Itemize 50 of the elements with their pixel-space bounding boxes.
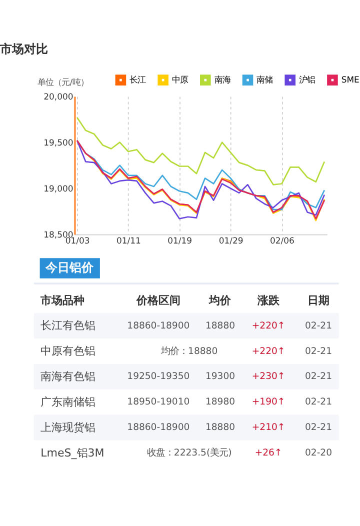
x-tick-label: 02/06 (270, 235, 294, 246)
category-label: 中原有色铝 (40, 344, 96, 358)
category-label: 上海现货铝 (40, 420, 96, 434)
text: +26↑ (254, 447, 282, 458)
legend-label: 中原 (172, 74, 188, 85)
text: 19300 (205, 371, 236, 382)
text: 19250-19350 (127, 371, 190, 382)
legend-label: 南储 (256, 74, 273, 85)
y-axis-title: 单位（元/吨） (38, 76, 89, 87)
y-tick-label: 19,000 (44, 183, 74, 194)
text: 02-21 (304, 371, 332, 382)
category-label: 价格区间 (135, 294, 180, 307)
text: +220↑ (252, 346, 286, 357)
text: 今日铝价 (44, 260, 94, 275)
text: 02-21 (304, 346, 332, 357)
category-label: 长江有色铝 (40, 319, 96, 332)
category-label: 涨跌 (256, 294, 281, 307)
line-series (76, 116, 326, 186)
text: 均价：18880 (161, 346, 218, 357)
category-label: 日期 (307, 294, 330, 307)
category-label: LmeS_铝3M (40, 446, 104, 460)
text: 收盘：2223.5(美元) (146, 447, 232, 458)
chart-title: 市场对比 (0, 42, 48, 56)
category-label: 市场品种 (40, 294, 85, 307)
text: +210↑ (252, 422, 286, 434)
x-tick-label: 01/19 (168, 235, 192, 246)
text: 02-21 (304, 320, 332, 332)
category-label: 南海有色铝 (40, 370, 96, 384)
text: +230↑ (252, 371, 286, 382)
text: 02-21 (304, 422, 332, 434)
category-label: 均价 (208, 294, 232, 307)
text: 02-21 (304, 396, 332, 408)
text: +190↑ (252, 396, 286, 408)
legend-label: 长江 (130, 74, 146, 85)
legend-label: SME (341, 74, 360, 85)
x-tick-label: 01/11 (116, 235, 141, 246)
text: 18980 (205, 396, 236, 408)
text: 02-20 (304, 447, 332, 458)
legend-label: 沪铝 (299, 74, 316, 85)
text: 18880 (205, 422, 236, 434)
category-label: 广东南储铝 (40, 395, 96, 408)
text: 18860-18900 (127, 422, 190, 434)
y-tick-label: 20,000 (44, 91, 74, 102)
text: 18860-18900 (127, 320, 190, 332)
x-tick-label: 01/29 (218, 235, 244, 246)
text: 18880 (205, 320, 236, 332)
text: +220↑ (252, 320, 286, 332)
text: 18950-19010 (127, 396, 190, 408)
y-tick-label: 19,500 (44, 137, 74, 148)
legend-label: 南海 (214, 74, 230, 85)
